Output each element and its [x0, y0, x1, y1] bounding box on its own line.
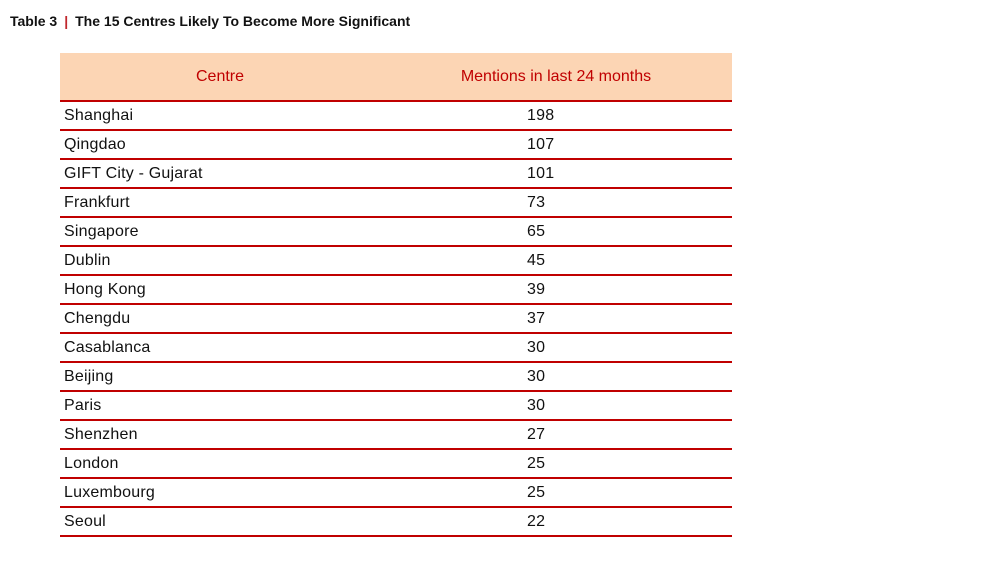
table-row: Luxembourg 25 — [60, 478, 732, 508]
table-row: Dublin 45 — [60, 246, 732, 276]
caption-separator: | — [64, 13, 69, 29]
table-row: Shanghai 198 — [60, 101, 732, 131]
mentions-cell: 39 — [380, 275, 732, 305]
mentions-cell: 107 — [380, 130, 732, 160]
mentions-cell: 73 — [380, 188, 732, 218]
table-row: GIFT City - Gujarat 101 — [60, 159, 732, 189]
mentions-cell: 45 — [380, 246, 732, 276]
centre-cell: London — [60, 449, 380, 479]
table-title: The 15 Centres Likely To Become More Sig… — [75, 13, 411, 29]
centre-cell: Seoul — [60, 507, 380, 537]
table-body: Shanghai 198 Qingdao 107 GIFT City - Gujarat… — [60, 101, 732, 537]
table-row: Seoul 22 — [60, 507, 732, 537]
centre-cell: Qingdao — [60, 130, 380, 160]
table-row: Shenzhen 27 — [60, 420, 732, 450]
mentions-cell: 25 — [380, 478, 732, 508]
centre-cell: Singapore — [60, 217, 380, 247]
table-row: London 25 — [60, 449, 732, 479]
table-row: Qingdao 107 — [60, 130, 732, 160]
centre-cell: Luxembourg — [60, 478, 380, 508]
table-row: Chengdu 37 — [60, 304, 732, 334]
mentions-cell: 30 — [380, 362, 732, 392]
table-caption: Table 3 | The 15 Centres Likely To Become … — [10, 13, 410, 29]
centre-cell: Shanghai — [60, 101, 380, 131]
table-header-row: Centre Mentions in last 24 months — [60, 53, 732, 102]
centre-cell: GIFT City - Gujarat — [60, 159, 380, 189]
mentions-cell: 30 — [380, 391, 732, 421]
mentions-cell: 198 — [380, 101, 732, 131]
table-row: Casablanca 30 — [60, 333, 732, 363]
table-row: Frankfurt 73 — [60, 188, 732, 218]
centre-cell: Shenzhen — [60, 420, 380, 450]
centre-cell: Casablanca — [60, 333, 380, 363]
mentions-cell: 37 — [380, 304, 732, 334]
mentions-cell: 22 — [380, 507, 732, 537]
centre-cell: Hong Kong — [60, 275, 380, 305]
centre-cell: Paris — [60, 391, 380, 421]
mentions-cell: 101 — [380, 159, 732, 189]
centres-table: Centre Mentions in last 24 months Shangh… — [60, 53, 732, 537]
centre-cell: Chengdu — [60, 304, 380, 334]
column-header-centre: Centre — [60, 53, 380, 102]
mentions-cell: 27 — [380, 420, 732, 450]
centre-cell: Beijing — [60, 362, 380, 392]
table-row: Singapore 65 — [60, 217, 732, 247]
centre-cell: Dublin — [60, 246, 380, 276]
column-header-mentions: Mentions in last 24 months — [380, 53, 732, 102]
table-row: Paris 30 — [60, 391, 732, 421]
table-number: Table 3 — [10, 13, 58, 29]
mentions-cell: 30 — [380, 333, 732, 363]
centre-cell: Frankfurt — [60, 188, 380, 218]
mentions-cell: 65 — [380, 217, 732, 247]
table-row: Beijing 30 — [60, 362, 732, 392]
table-row: Hong Kong 39 — [60, 275, 732, 305]
mentions-cell: 25 — [380, 449, 732, 479]
